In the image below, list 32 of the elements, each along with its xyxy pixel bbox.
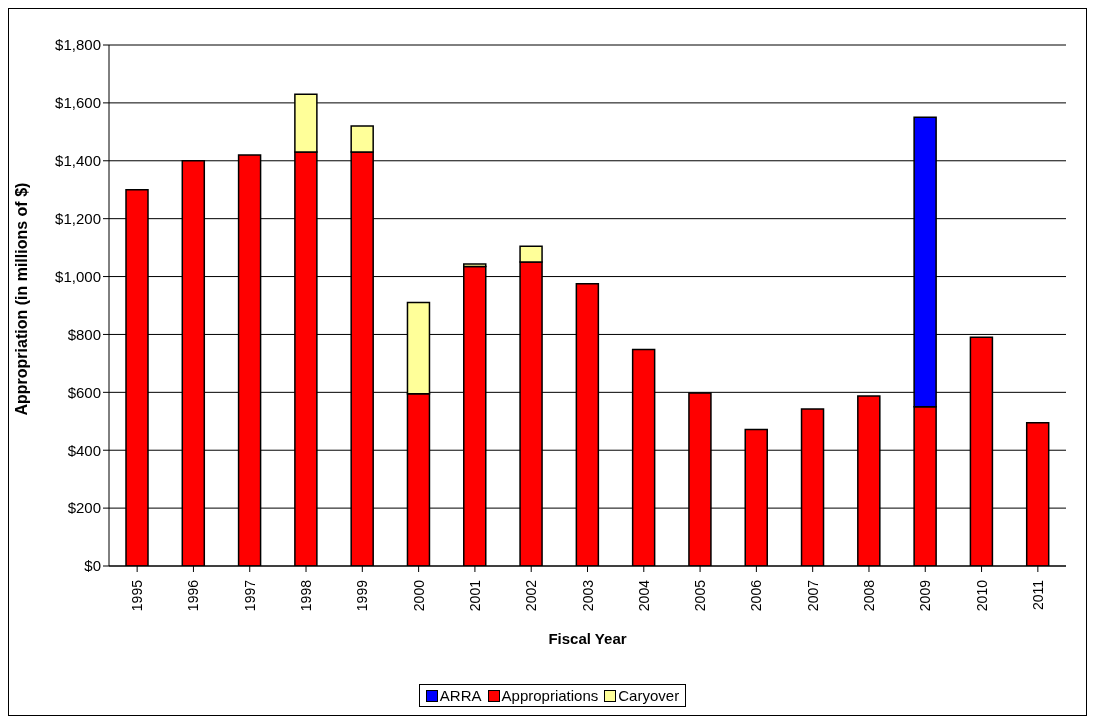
- x-tick-label: 1997: [241, 579, 258, 612]
- x-tick-label: 1996: [185, 579, 202, 612]
- x-tick-label: 2001: [466, 579, 483, 612]
- legend-label: Caryover: [617, 687, 680, 704]
- y-tick-label: $1,000: [55, 267, 101, 285]
- y-axis-title: Appropriation (in millions of $): [12, 182, 30, 416]
- x-tick-label: 2005: [692, 579, 709, 612]
- x-tick-label: 2009: [917, 579, 934, 612]
- x-tick-label: 2003: [579, 579, 596, 612]
- x-tick-label: 2002: [523, 579, 540, 612]
- x-tick-label: 1995: [129, 579, 146, 612]
- x-tick-label: 1999: [354, 579, 371, 612]
- x-tick-label: 2011: [1029, 579, 1046, 611]
- y-tick-label: $1,200: [55, 209, 101, 227]
- y-tick-label: $1,400: [55, 152, 101, 170]
- y-tick-label: $1,600: [55, 94, 101, 112]
- x-tick-label: 2010: [973, 579, 990, 612]
- x-tick-label: 2006: [748, 579, 765, 612]
- x-tick-label: 2007: [804, 579, 821, 612]
- y-tick-label: $1,800: [55, 36, 101, 54]
- x-tick-label: 2000: [410, 579, 427, 612]
- x-axis-title: Fiscal Year: [548, 630, 627, 647]
- x-tick-label: 1998: [298, 579, 315, 612]
- x-tick-label: 2008: [860, 579, 877, 612]
- y-tick-label: $600: [67, 383, 101, 401]
- y-tick-label: $200: [67, 499, 101, 517]
- y-tick-label: $400: [67, 441, 101, 459]
- y-tick-label: $0: [84, 557, 101, 575]
- legend-label: ARRA: [438, 687, 482, 704]
- x-tick-label: 2004: [635, 579, 652, 612]
- legend-label: Appropriations: [500, 687, 599, 704]
- y-tick-label: $800: [67, 325, 101, 343]
